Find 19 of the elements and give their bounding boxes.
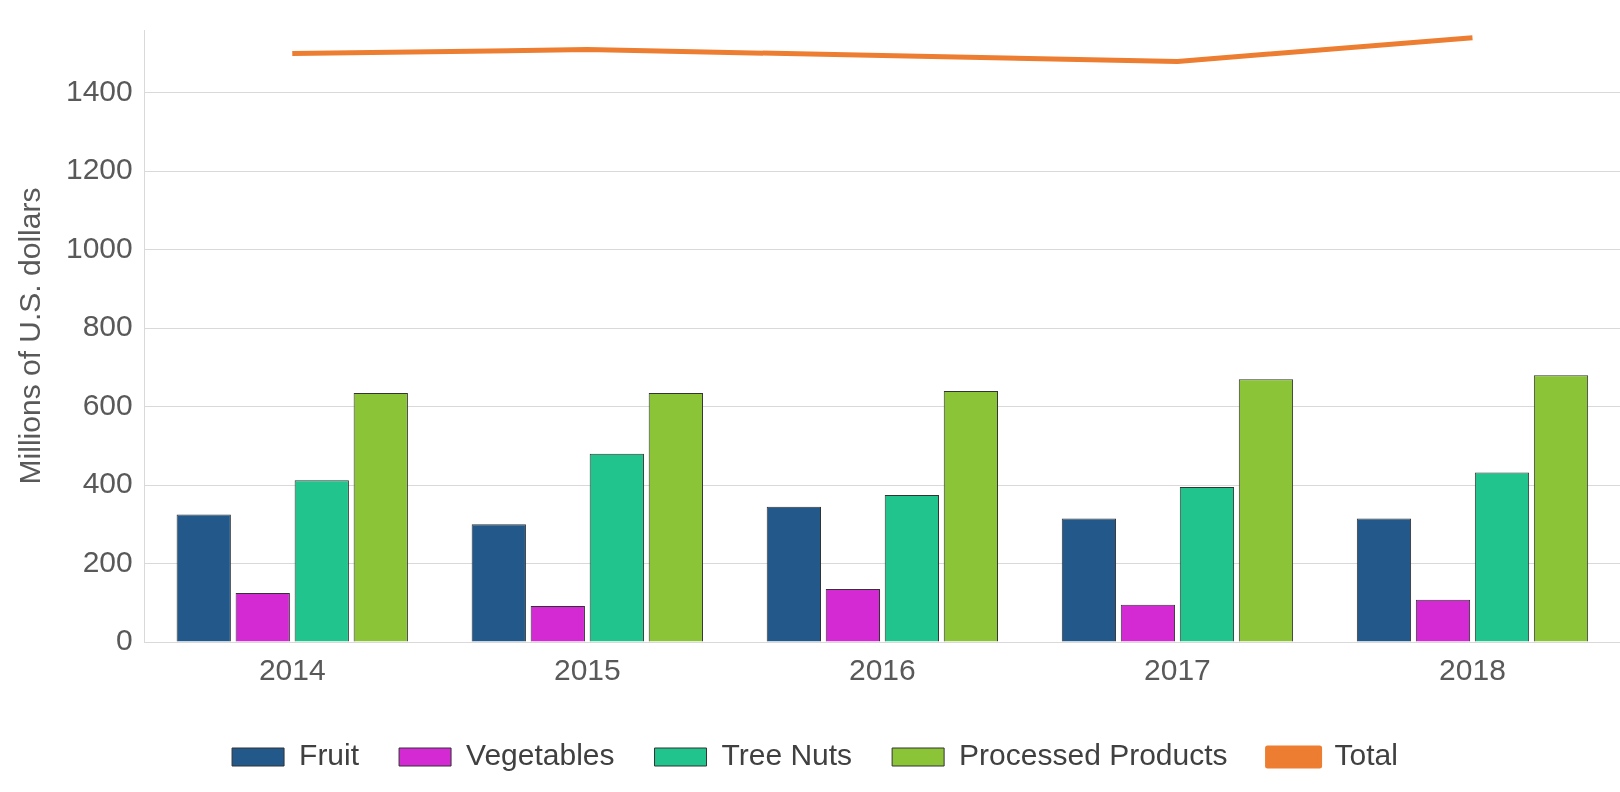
x-tick-label: 2014	[258, 653, 326, 687]
legend-label: Total	[1334, 738, 1398, 772]
x-tick-label: 2016	[848, 653, 916, 687]
legend-label: Processed Products	[959, 738, 1228, 772]
y-tick-label: 600	[82, 387, 133, 421]
y-tick-label: 800	[82, 309, 133, 343]
y-tick-label: 1000	[65, 230, 133, 264]
y-tick-label: 200	[82, 544, 133, 578]
y-tick-label: 400	[82, 466, 133, 500]
legend-label: Fruit	[299, 738, 360, 772]
y-axis-title: Millions of U.S. dollars	[13, 187, 47, 485]
legend-label: Vegetables	[466, 738, 615, 772]
x-tick-label: 2015	[553, 653, 621, 687]
legend-label: Tree Nuts	[721, 738, 853, 772]
x-tick-label: 2018	[1439, 653, 1506, 687]
y-tick-label: 1400	[65, 74, 133, 108]
y-tick-label: 1200	[65, 152, 133, 186]
y-tick-label: 0	[116, 623, 133, 657]
x-tick-label: 2017	[1144, 653, 1211, 687]
